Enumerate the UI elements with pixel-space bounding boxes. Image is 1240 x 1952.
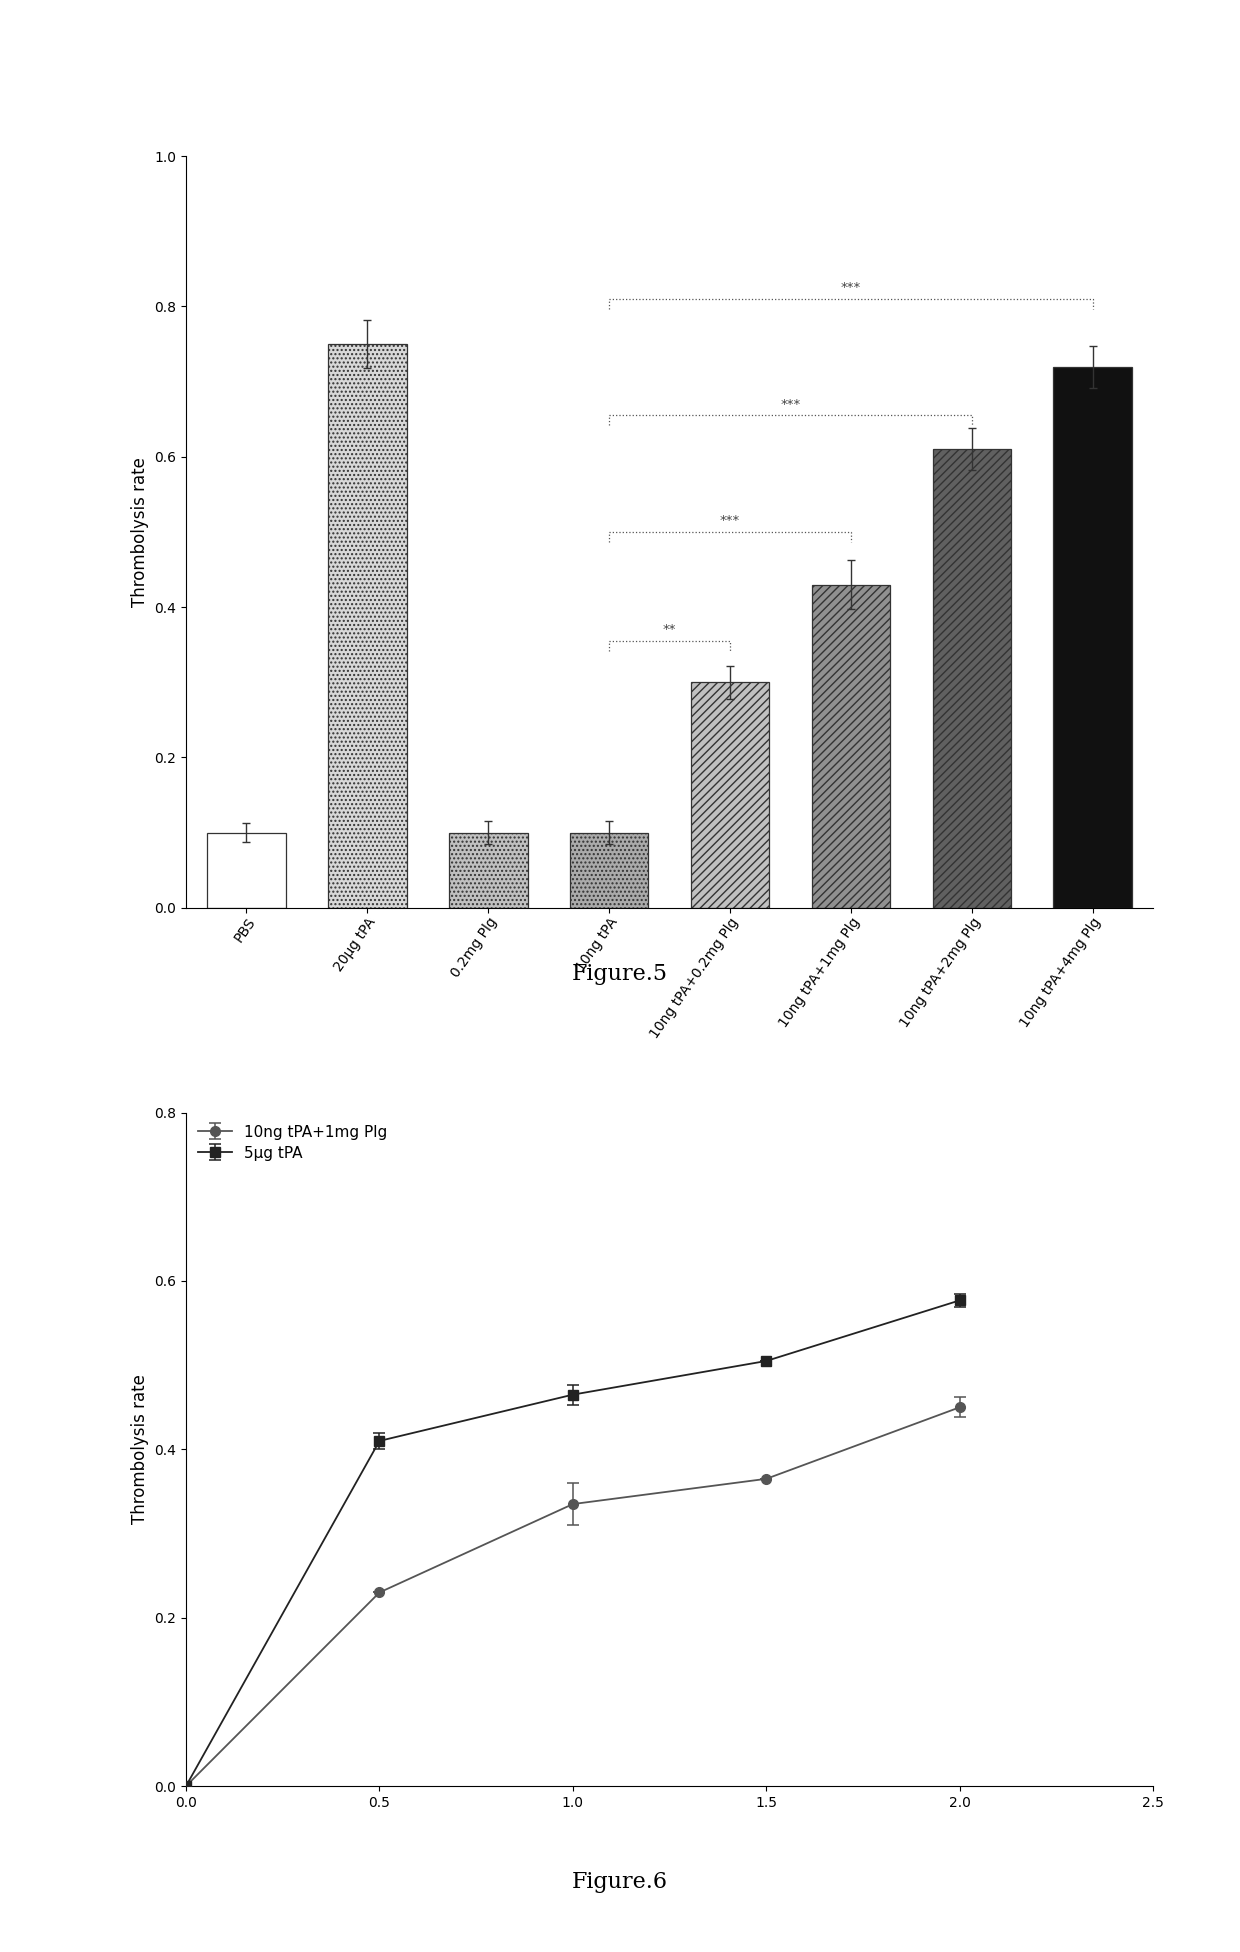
Bar [932, 449, 1011, 908]
Y-axis label: Thrombolysis rate: Thrombolysis rate [130, 457, 149, 607]
Bar [570, 832, 649, 908]
Y-axis label: Thrombolysis rate: Thrombolysis rate [130, 1374, 149, 1525]
Text: ***: *** [841, 281, 861, 295]
Bar [812, 584, 890, 908]
Text: ***: *** [780, 398, 801, 412]
Bar [329, 344, 407, 908]
Text: **: ** [663, 623, 676, 636]
Text: Figure.5: Figure.5 [572, 962, 668, 986]
Bar [207, 832, 285, 908]
Bar [691, 681, 769, 908]
Bar [1054, 367, 1132, 908]
Text: Figure.6: Figure.6 [572, 1870, 668, 1893]
Legend: 10ng tPA+1mg Plg, 5μg tPA: 10ng tPA+1mg Plg, 5μg tPA [193, 1120, 392, 1165]
Text: ***: *** [720, 515, 740, 527]
Bar [449, 832, 527, 908]
